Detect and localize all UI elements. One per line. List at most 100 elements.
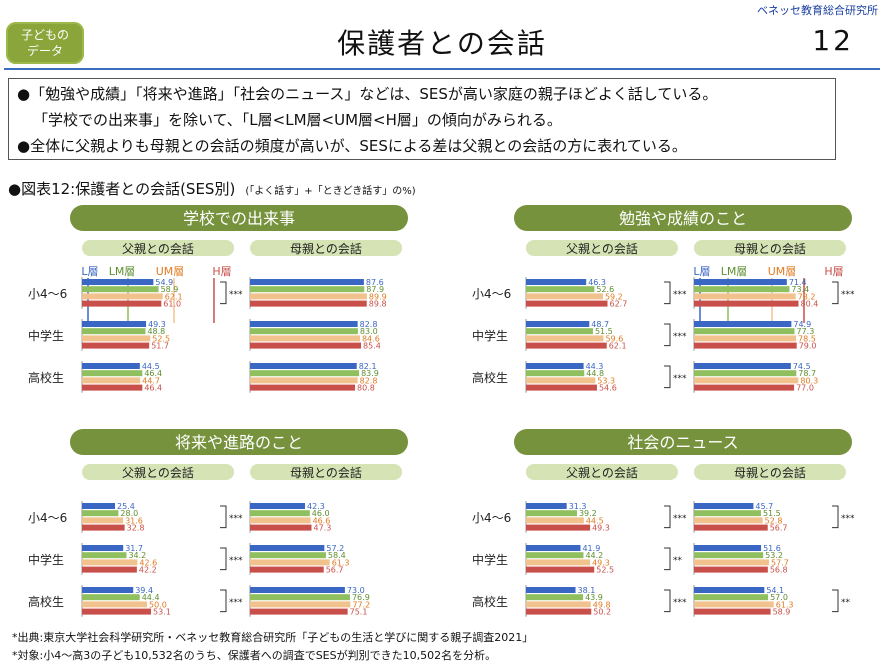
figure-title: ●図表12:保護者との会話(SES別) (「よく話す」+「ときどき話す」の%) [8, 178, 416, 199]
bar [250, 601, 351, 608]
bar [82, 608, 152, 615]
legend-label: H層 [212, 265, 231, 278]
bar [250, 503, 305, 509]
bar [694, 342, 797, 349]
bar-value-label: 32.8 [127, 524, 145, 533]
significance-mark: *** [229, 598, 243, 608]
bar [250, 377, 358, 384]
bar-value-label: 87.9 [366, 285, 384, 294]
bar-value-label: 31.6 [125, 516, 143, 525]
bar [694, 566, 768, 573]
significance-bracket [832, 589, 839, 613]
significance-mark: *** [841, 514, 855, 524]
bar [694, 510, 761, 517]
significance-mark: *** [673, 290, 687, 300]
bar [250, 279, 364, 285]
bar [694, 335, 797, 342]
bar-value-label: 31.7 [125, 544, 143, 553]
bar-value-label: 62.1 [165, 292, 183, 301]
summary-line3: ●全体に父親よりも母親との会話の頻度が高いが、SESによる差は父親との会話の方に… [17, 137, 687, 155]
figure-subtitle: (「よく話す」+「ときどき話す」の%) [245, 186, 416, 197]
bar [82, 335, 151, 342]
bar-value-label: 85.4 [363, 342, 381, 351]
topic-pill [70, 429, 408, 455]
bar-value-label: 51.7 [151, 342, 169, 351]
legend-label: UM層 [156, 265, 185, 278]
bar-value-label: 52.6 [596, 285, 614, 294]
bar-value-label: 73.4 [791, 285, 809, 294]
bar [250, 300, 367, 307]
bar-value-label: 45.7 [755, 502, 773, 511]
bar-value-label: 44.3 [586, 362, 604, 371]
bar-value-label: 44.4 [142, 593, 160, 602]
bar-value-label: 84.6 [362, 334, 380, 343]
bar [694, 559, 770, 566]
bar-value-label: 44.2 [585, 551, 603, 560]
category-label: 高校生 [28, 370, 64, 385]
bar-value-label: 46.0 [312, 509, 330, 518]
bar-value-label: 44.5 [586, 516, 604, 525]
legend-label: LM層 [109, 265, 136, 278]
bar [250, 370, 360, 377]
bar [526, 377, 596, 384]
bar [526, 566, 595, 573]
category-label: 中学生 [472, 328, 508, 343]
bar [250, 545, 325, 551]
bar-value-label: 77.0 [796, 384, 814, 393]
topic-pill [514, 429, 852, 455]
bar [82, 545, 124, 551]
mother-pill-label: 母親との会話 [734, 241, 806, 256]
bar [526, 503, 567, 509]
category-label: 高校生 [28, 594, 64, 609]
bar-value-label: 83.9 [361, 369, 379, 378]
bar [526, 300, 608, 307]
father-pill [82, 464, 234, 480]
bar [694, 286, 790, 293]
bar-value-label: 61.3 [332, 558, 350, 567]
bar [250, 517, 311, 524]
bar [526, 286, 595, 293]
bar-value-label: 42.2 [139, 566, 157, 575]
legend-label: H層 [824, 265, 843, 278]
bar [526, 552, 584, 559]
bar [82, 566, 137, 573]
bar [526, 342, 607, 349]
mother-pill-label: 母親との会話 [290, 465, 362, 480]
bar [526, 587, 576, 593]
bar-value-label: 57.0 [770, 593, 788, 602]
bar-value-label: 49.8 [593, 600, 611, 609]
bar [250, 559, 330, 566]
bar [82, 503, 116, 509]
bar [526, 559, 591, 566]
bar-value-label: 83.0 [360, 327, 378, 336]
significance-bracket [664, 505, 671, 529]
bar-value-label: 76.9 [352, 593, 370, 602]
bar [694, 594, 769, 601]
bar-value-label: 53.1 [153, 608, 171, 617]
bar-value-label: 78.2 [798, 292, 816, 301]
bar [526, 594, 584, 601]
bar [82, 559, 138, 566]
bar-value-label: 41.9 [582, 544, 600, 553]
summary-line2: 「学校での出来事」を除いて、「L層<LM層<UM層<H層」の傾向がみられる。 [33, 111, 562, 129]
badge-line2: データ [26, 44, 63, 58]
bar-value-label: 51.6 [763, 544, 781, 553]
bar [526, 321, 590, 327]
significance-mark: *** [673, 332, 687, 342]
bar [82, 601, 147, 608]
significance-bracket [664, 365, 671, 389]
bar-value-label: 49.3 [592, 524, 610, 533]
bar [250, 524, 312, 531]
mother-pill [250, 464, 402, 480]
bar [526, 601, 591, 608]
mother-pill-label: 母親との会話 [290, 241, 362, 256]
bar [526, 370, 585, 377]
bar [250, 552, 326, 559]
bar-value-label: 59.6 [605, 334, 623, 343]
bar [526, 545, 581, 551]
bar-value-label: 49.3 [148, 320, 166, 329]
legend-label: UM層 [768, 265, 797, 278]
bar-value-label: 43.9 [585, 593, 603, 602]
bar [82, 384, 143, 391]
